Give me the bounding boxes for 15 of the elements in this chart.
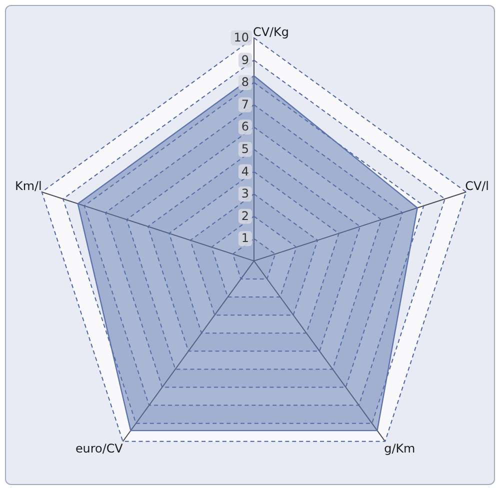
y-tick-label: 5: [241, 142, 250, 156]
spoke-label: g/Km: [384, 441, 416, 456]
y-tick-label: 3: [241, 186, 250, 201]
y-tick-label: 1: [241, 231, 250, 246]
y-tick-label: 6: [241, 120, 250, 134]
y-tick-label: 4: [241, 164, 250, 178]
y-tick-label: 9: [241, 52, 250, 67]
spoke-label: CV/Kg: [252, 25, 289, 39]
y-tick-label: 8: [241, 75, 250, 90]
y-tick-label: 10: [234, 30, 250, 44]
spoke-label: CV/l: [465, 179, 489, 194]
y-tick-label: 2: [241, 208, 250, 223]
y-tick-label: 7: [241, 97, 250, 112]
spoke-label: Km/l: [15, 179, 42, 194]
spoke-label: euro/CV: [75, 441, 124, 456]
